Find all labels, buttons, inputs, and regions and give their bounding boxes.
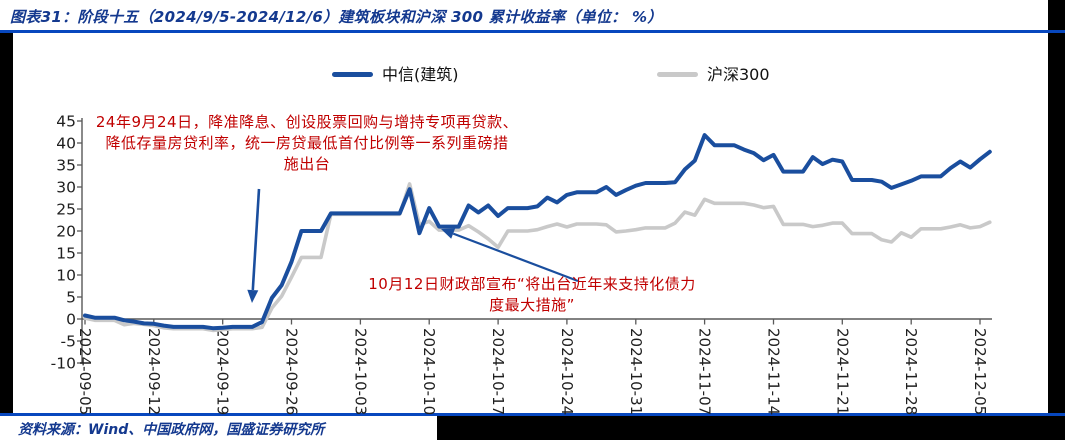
x-tick-label: 2024-11-28	[902, 328, 920, 415]
csi300-line-swatch	[657, 72, 698, 77]
x-axis-labels: 2024-09-05 2024-09-12 2024-09-19 2024-09-26…	[76, 319, 989, 415]
title-band	[0, 0, 1048, 30]
y-tick-label: 35	[56, 157, 76, 175]
annotation-arrow	[251, 188, 261, 291]
y-tick-label: 40	[56, 135, 76, 153]
annotation-policy-0924: 24年9月24日，降准降息、创设股票回购与增持专项再贷款、 降低存量房贷利率，统…	[83, 112, 531, 175]
x-tick-label: 2024-09-12	[145, 328, 163, 415]
figure-title: 图表31：阶段十五（2024/9/5-2024/12/6）建筑板块和沪深 300…	[10, 8, 663, 26]
chart-area-background	[13, 33, 1048, 413]
y-tick-label: 30	[56, 179, 76, 197]
source-band	[0, 416, 437, 440]
legend-label-csi300: 沪深300	[707, 65, 770, 84]
annotation-arrowhead	[441, 228, 456, 239]
annotation-line: 施出台	[283, 155, 331, 173]
x-tick-label: 2024-10-24	[558, 328, 576, 415]
x-tick-label: 2024-09-26	[283, 328, 301, 415]
y-tick-label: -5	[61, 333, 76, 351]
citic-construction-line	[83, 133, 992, 331]
y-tick-label: 15	[56, 245, 76, 263]
x-tick-label: 2024-12-05	[971, 328, 989, 415]
y-tick-label: 45	[56, 113, 76, 131]
bottom-rule	[0, 413, 1065, 416]
y-tick-label: 25	[56, 201, 76, 219]
x-tick-label: 2024-09-05	[76, 328, 94, 415]
x-tick-label: 2024-10-03	[351, 328, 369, 415]
annotation-line: 降低存量房贷利率，统一房贷最低首付比例等一系列重磅措	[105, 134, 509, 152]
y-tick-label: 20	[56, 223, 76, 241]
top-rule	[0, 30, 1065, 33]
annotation-line: 度最大措施”	[489, 296, 575, 314]
y-tick-label: -10	[51, 355, 76, 373]
annotation-mof-1012: 10月12日财政部宣布“将出台近年来支持化债力 度最大措施”	[348, 274, 716, 316]
data-source-note: 资料来源：Wind、中国政府网，国盛证券研究所	[18, 422, 325, 438]
annotation-arrow	[452, 232, 579, 283]
x-tick-label: 2024-10-10	[420, 328, 438, 415]
x-tick-label: 2024-10-17	[489, 328, 507, 415]
x-tick-label: 2024-11-21	[833, 328, 851, 415]
legend-item-csi300: 沪深300	[657, 65, 770, 84]
x-tick-label: 2024-11-07	[696, 328, 714, 415]
annotation-line: 24年9月24日，降准降息、创设股票回购与增持专项再贷款、	[95, 113, 519, 131]
citic-construction-line-swatch	[332, 72, 373, 77]
y-axis-labels: 45 40 35 30 25 20 15 10 5 0 -5 -10	[51, 113, 82, 373]
y-tick-label: 0	[66, 311, 76, 329]
x-tick-label: 2024-09-19	[214, 328, 232, 415]
legend-item-citic-construction: 中信(建筑)	[332, 65, 459, 84]
legend-label-citic-construction: 中信(建筑)	[382, 65, 459, 84]
x-tick-label: 2024-10-31	[627, 328, 645, 415]
annotation-line: 10月12日财政部宣布“将出台近年来支持化债力	[368, 275, 696, 293]
y-tick-label: 5	[66, 289, 76, 307]
annotation-arrowhead	[247, 289, 259, 303]
x-tick-label: 2024-11-14	[765, 328, 783, 415]
y-tick-label: 10	[56, 267, 76, 285]
